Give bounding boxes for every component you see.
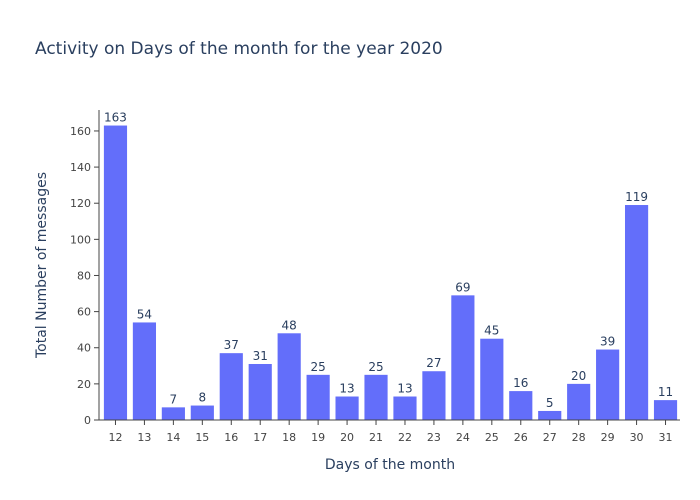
bar-value-label: 31 — [253, 349, 268, 363]
bar-value-label: 13 — [339, 382, 354, 396]
x-tick-label: 29 — [601, 431, 615, 444]
bar-value-label: 8 — [199, 391, 207, 405]
bar[interactable] — [335, 396, 359, 420]
x-tick-label: 19 — [311, 431, 325, 444]
x-tick-label: 27 — [543, 431, 557, 444]
bar-value-label: 119 — [625, 190, 648, 204]
chart-title: Activity on Days of the month for the ye… — [35, 39, 443, 59]
bar-value-label: 20 — [571, 369, 586, 383]
y-tick-label: 0 — [84, 414, 91, 427]
bar[interactable] — [103, 125, 128, 420]
bar-value-label: 48 — [282, 318, 297, 332]
x-tick-label: 20 — [340, 431, 354, 444]
x-tick-label: 21 — [369, 431, 383, 444]
y-tick-label: 160 — [70, 125, 91, 138]
x-axis-title: Days of the month — [325, 457, 455, 473]
x-tick-label: 24 — [456, 431, 470, 444]
bar[interactable] — [277, 333, 301, 420]
y-tick-label: 120 — [70, 197, 91, 210]
bar-value-label: 27 — [426, 356, 441, 370]
bar[interactable] — [190, 405, 214, 420]
bar-value-labels: 163 54 7 8 37 31 48 25 13 25 13 27 69 45 16 5 20 39 119 11 — [104, 111, 673, 410]
bar[interactable] — [653, 400, 678, 420]
bar[interactable] — [364, 374, 388, 420]
bar-value-label: 25 — [310, 360, 325, 374]
bar-value-label: 5 — [546, 396, 554, 410]
x-tick-label: 14 — [166, 431, 180, 444]
bar[interactable] — [451, 295, 475, 420]
y-axis-ticks: 0 20 40 60 80 100 120 140 160 — [70, 125, 99, 427]
x-tick-label: 18 — [282, 431, 296, 444]
y-tick-label: 20 — [77, 378, 91, 391]
x-tick-label: 28 — [572, 431, 586, 444]
bar[interactable] — [219, 353, 243, 420]
bar[interactable] — [306, 374, 330, 420]
x-tick-label: 30 — [630, 431, 644, 444]
bar-value-label: 69 — [455, 280, 470, 294]
y-tick-label: 140 — [70, 161, 91, 174]
bar-value-label: 37 — [224, 338, 239, 352]
x-tick-label: 15 — [195, 431, 209, 444]
x-tick-label: 13 — [137, 431, 151, 444]
bar-value-label: 13 — [397, 382, 412, 396]
bar[interactable] — [393, 396, 417, 420]
y-tick-label: 80 — [77, 269, 91, 282]
y-tick-label: 100 — [70, 233, 91, 246]
bar[interactable] — [161, 407, 185, 420]
x-tick-label: 12 — [108, 431, 122, 444]
bar[interactable] — [480, 338, 504, 420]
x-tick-label: 23 — [427, 431, 441, 444]
x-tick-label: 26 — [514, 431, 528, 444]
bar-value-label: 39 — [600, 335, 615, 349]
bar[interactable] — [567, 383, 591, 420]
bars — [103, 125, 678, 420]
bar[interactable] — [624, 205, 649, 420]
x-tick-label: 31 — [659, 431, 673, 444]
x-axis-ticks: 12 13 14 15 16 17 18 19 20 21 22 23 24 25 26 27 28 29 30 31 — [108, 420, 673, 444]
y-axis-title: Total Number of messages — [34, 172, 50, 359]
bar[interactable] — [596, 349, 620, 420]
x-tick-label: 17 — [253, 431, 267, 444]
bar[interactable] — [422, 371, 446, 420]
bar-value-label: 54 — [137, 307, 152, 321]
bar[interactable] — [248, 363, 272, 420]
bar[interactable] — [538, 410, 562, 420]
bar[interactable] — [509, 391, 533, 420]
x-tick-label: 25 — [485, 431, 499, 444]
bar-value-label: 45 — [484, 324, 499, 338]
x-tick-label: 16 — [224, 431, 238, 444]
y-tick-label: 40 — [77, 342, 91, 355]
y-tick-label: 60 — [77, 306, 91, 319]
x-tick-label: 22 — [398, 431, 412, 444]
bar-value-label: 11 — [658, 385, 673, 399]
bar-value-label: 25 — [368, 360, 383, 374]
bar-value-label: 7 — [170, 392, 178, 406]
bar[interactable] — [132, 322, 157, 420]
bar-value-label: 16 — [513, 376, 528, 390]
bar-value-label: 163 — [104, 111, 127, 125]
